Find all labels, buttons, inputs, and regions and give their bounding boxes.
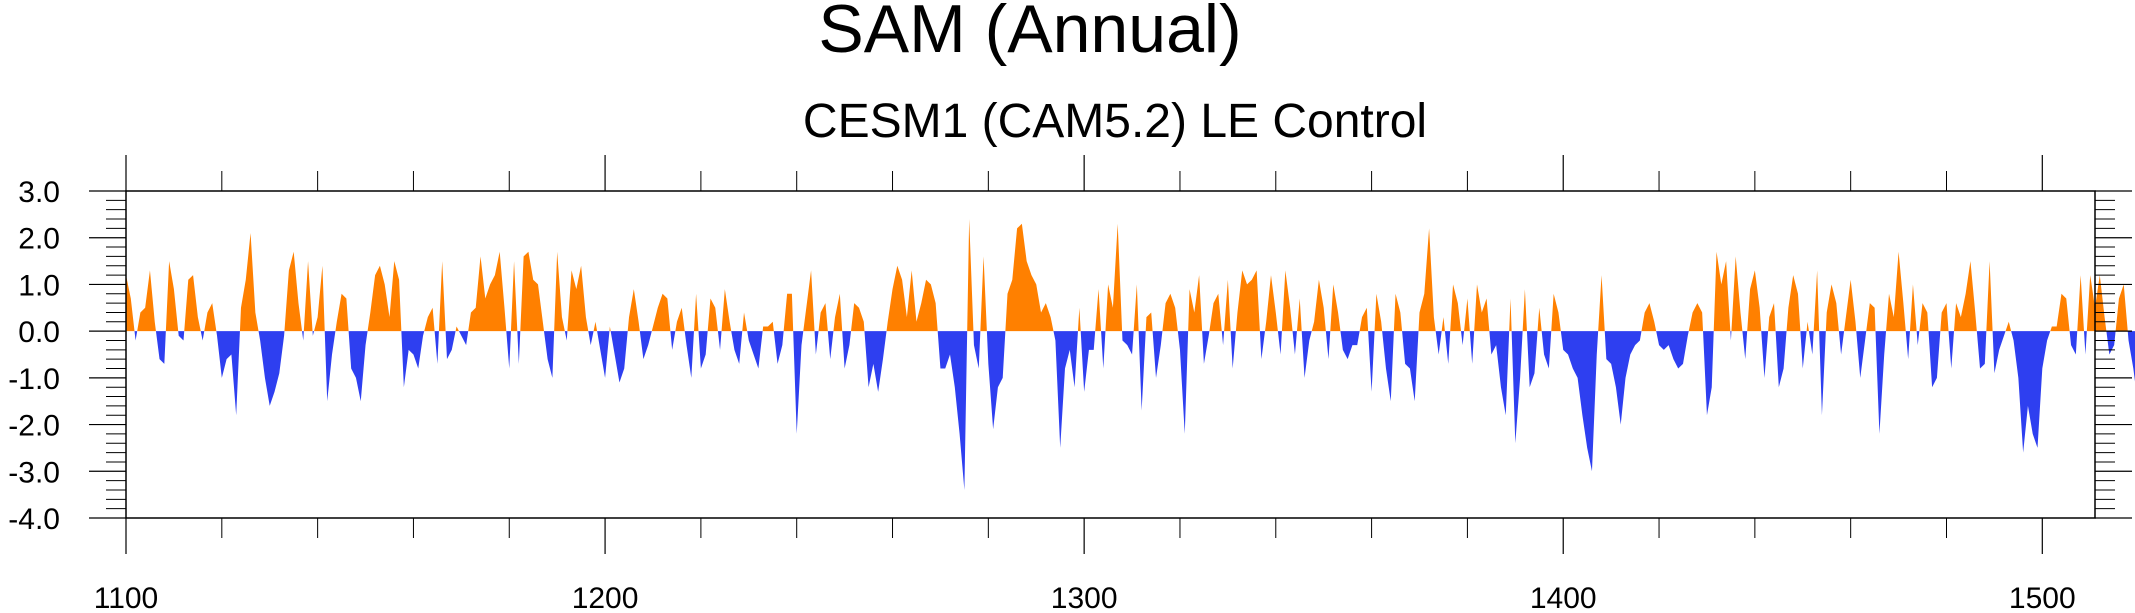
x-tick-label: 1500 <box>2009 582 2076 613</box>
y-tick-label: 3.0 <box>18 176 60 209</box>
y-tick-label: -4.0 <box>8 503 60 536</box>
y-tick-label: 2.0 <box>18 223 60 256</box>
chart-subtitle: CESM1 (CAM5.2) LE Control <box>803 95 1427 148</box>
plot-frame <box>125 190 2096 519</box>
y-tick-label: 0.0 <box>18 316 60 349</box>
x-tick-label: 1300 <box>1051 582 1118 613</box>
x-tick-label: 1100 <box>94 582 159 613</box>
positive-area-series <box>126 219 2135 332</box>
axes: 3.0 2.0 1.0 0.0 -1.0 -2.0 -3.0 -4.0 1100 1200 1300… <box>8 155 2132 613</box>
y-tick-label: 1.0 <box>18 269 60 302</box>
y-tick-label: -3.0 <box>8 456 60 489</box>
x-tick-label: 1200 <box>572 582 639 613</box>
negative-area-series <box>126 331 2135 490</box>
plot-background <box>126 191 2095 518</box>
plot-area <box>126 191 2095 518</box>
y-tick-label: -2.0 <box>8 410 60 443</box>
chart-title: SAM (Annual) <box>818 0 1241 67</box>
x-tick-label: 1400 <box>1530 582 1597 613</box>
series-layer <box>126 219 2135 490</box>
y-tick-label: -1.0 <box>8 363 60 396</box>
